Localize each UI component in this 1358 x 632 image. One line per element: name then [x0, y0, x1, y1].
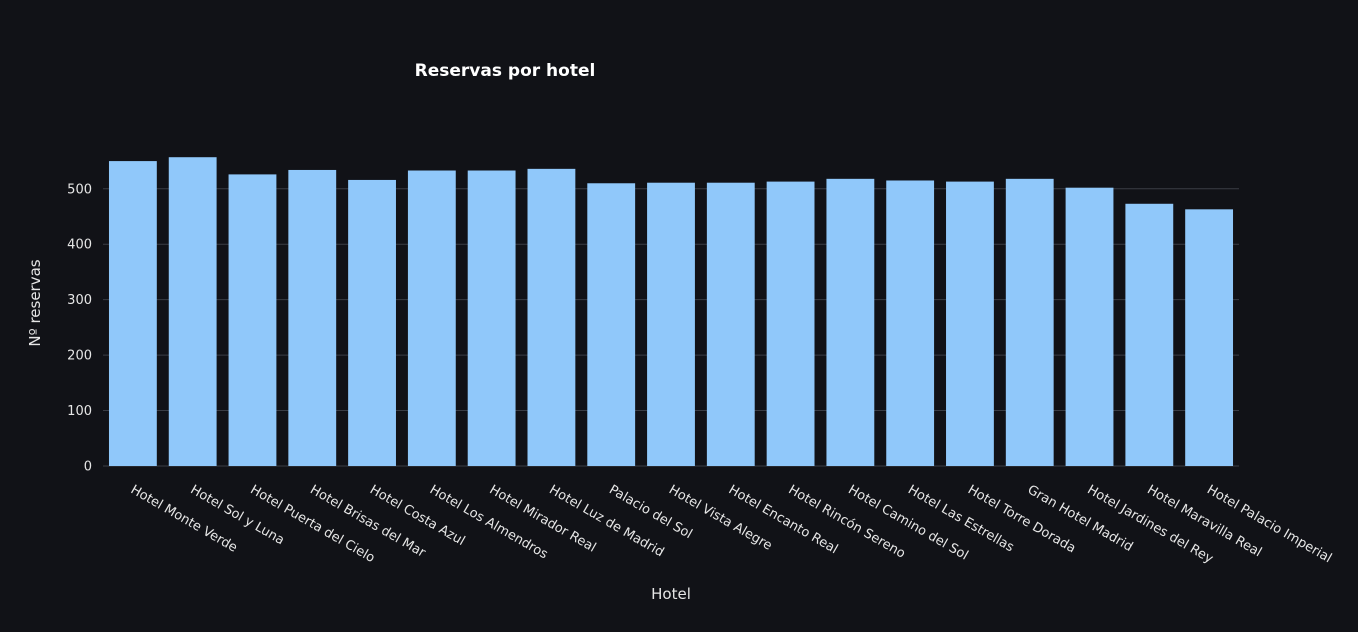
y-tick-labels: 0 100 200 300 400 500	[67, 182, 92, 474]
bar[interactable]	[527, 168, 576, 466]
bar[interactable]	[1065, 187, 1114, 466]
bar[interactable]	[647, 182, 695, 466]
x-tick-label: Hotel Encanto Real	[726, 482, 841, 557]
chart-title: Reservas por hotel	[415, 61, 596, 81]
bar[interactable]	[407, 170, 456, 467]
x-tick-label: Gran Hotel Madrid	[1025, 482, 1136, 554]
x-tick-label: Hotel Torre Dorada	[965, 482, 1078, 556]
y-tick-label: 200	[67, 349, 92, 364]
y-tick-label: 300	[67, 293, 92, 308]
bar[interactable]	[886, 180, 935, 467]
bar[interactable]	[168, 157, 217, 466]
bar[interactable]	[1125, 203, 1174, 466]
bar[interactable]	[348, 179, 396, 467]
bars	[108, 157, 1234, 467]
bar[interactable]	[587, 183, 636, 466]
bar[interactable]	[1005, 178, 1054, 466]
y-tick-label: 400	[67, 238, 92, 253]
x-tick-label: Hotel Vista Alegre	[666, 482, 774, 553]
bar[interactable]	[946, 181, 994, 466]
bar[interactable]	[706, 182, 755, 466]
bar[interactable]	[467, 170, 516, 467]
y-tick-label: 100	[67, 404, 92, 419]
x-axis-label: Hotel	[651, 585, 691, 603]
bar[interactable]	[228, 174, 277, 466]
x-tick-label: Hotel Monte Verde	[128, 482, 240, 555]
y-tick-label: 500	[67, 182, 92, 197]
bar[interactable]	[288, 169, 337, 467]
bar[interactable]	[1185, 209, 1234, 466]
bar[interactable]	[826, 178, 875, 466]
y-axis-label: Nº reservas	[26, 259, 44, 346]
y-tick-label: 0	[84, 460, 92, 475]
bar[interactable]	[108, 161, 157, 467]
bar[interactable]	[766, 181, 815, 466]
